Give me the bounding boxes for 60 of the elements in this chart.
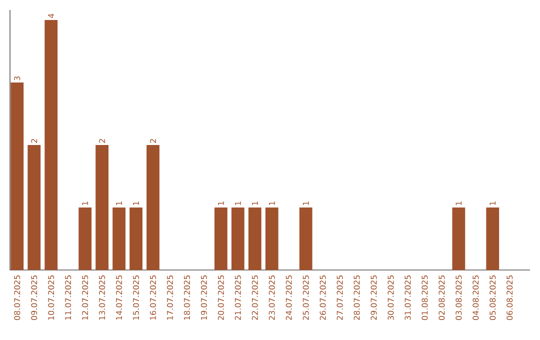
x-tick-label: 02.08.2025	[438, 275, 445, 320]
x-tick-label: 21.07.2025	[234, 275, 241, 320]
x-tick-label: 24.07.2025	[286, 275, 292, 320]
x-tick-label: 13.07.2025	[99, 275, 106, 320]
bar	[265, 208, 278, 270]
data-label: 1	[268, 202, 275, 206]
data-label: 2	[150, 139, 156, 143]
x-tick-label: 10.07.2025	[48, 275, 54, 320]
x-tick-label: 25.07.2025	[302, 275, 309, 320]
bar	[44, 20, 58, 270]
bar	[10, 82, 24, 270]
x-tick-label: 14.07.2025	[116, 275, 122, 320]
x-tick-label: 29.07.2025	[370, 275, 377, 320]
bar	[486, 208, 500, 270]
data-label: 1	[133, 202, 139, 206]
data-label: 2	[31, 139, 38, 143]
data-label: 2	[99, 139, 106, 143]
data-label: 1	[234, 202, 241, 206]
x-tick-label: 26.07.2025	[320, 275, 326, 320]
bar	[214, 208, 228, 270]
bar	[248, 208, 262, 270]
data-label: 1	[218, 202, 224, 206]
bar	[78, 208, 92, 270]
data-label: 4	[48, 14, 54, 18]
x-tick-label: 27.07.2025	[336, 275, 343, 320]
data-label: 3	[14, 76, 20, 80]
x-tick-label: 03.08.2025	[456, 275, 462, 320]
x-tick-label: 20.07.2025	[218, 275, 224, 320]
x-tick-label: 17.07.2025	[166, 275, 173, 320]
bar	[146, 145, 160, 270]
x-tick-label: 31.07.2025	[404, 275, 411, 320]
x-tick-label: 09.07.2025	[31, 275, 38, 320]
x-tick-label: 23.07.2025	[268, 275, 275, 320]
x-tick-label: 16.07.2025	[150, 275, 156, 320]
data-label: 1	[302, 202, 309, 206]
bar	[299, 208, 312, 270]
x-tick-label: 28.07.2025	[354, 275, 360, 320]
x-tick-label: 05.08.2025	[490, 275, 496, 320]
bar	[28, 145, 41, 270]
x-tick-label: 01.08.2025	[422, 275, 428, 320]
x-tick-label: 06.08.2025	[506, 275, 513, 320]
x-tick-label: 22.07.2025	[252, 275, 258, 320]
x-tick-label: 30.07.2025	[388, 275, 394, 320]
x-tick-label: 04.08.2025	[472, 275, 479, 320]
data-label: 1	[490, 202, 496, 206]
bar	[96, 145, 108, 270]
bar	[112, 208, 126, 270]
bar	[452, 208, 466, 270]
bar	[231, 208, 244, 270]
x-tick-label: 08.07.2025	[14, 275, 20, 320]
data-label: 1	[116, 202, 122, 206]
bar	[130, 208, 142, 270]
data-label: 1	[252, 202, 258, 206]
x-tick-label: 12.07.2025	[82, 275, 88, 320]
data-label: 1	[82, 202, 88, 206]
x-tick-label: 15.07.2025	[132, 275, 140, 320]
data-label: 1	[456, 202, 462, 206]
x-tick-label: 19.07.2025	[200, 275, 207, 320]
x-tick-label: 11.07.2025	[65, 275, 72, 320]
x-tick-label: 18.07.2025	[184, 275, 190, 320]
